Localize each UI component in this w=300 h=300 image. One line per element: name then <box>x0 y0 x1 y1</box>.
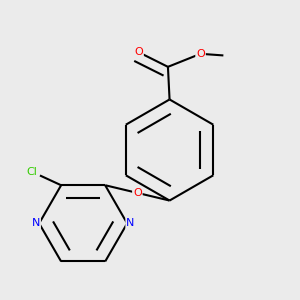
Text: O: O <box>134 47 143 57</box>
Text: N: N <box>32 218 40 228</box>
Text: O: O <box>196 49 205 59</box>
Text: N: N <box>126 218 135 228</box>
Text: O: O <box>133 188 142 198</box>
Text: Cl: Cl <box>26 167 37 177</box>
